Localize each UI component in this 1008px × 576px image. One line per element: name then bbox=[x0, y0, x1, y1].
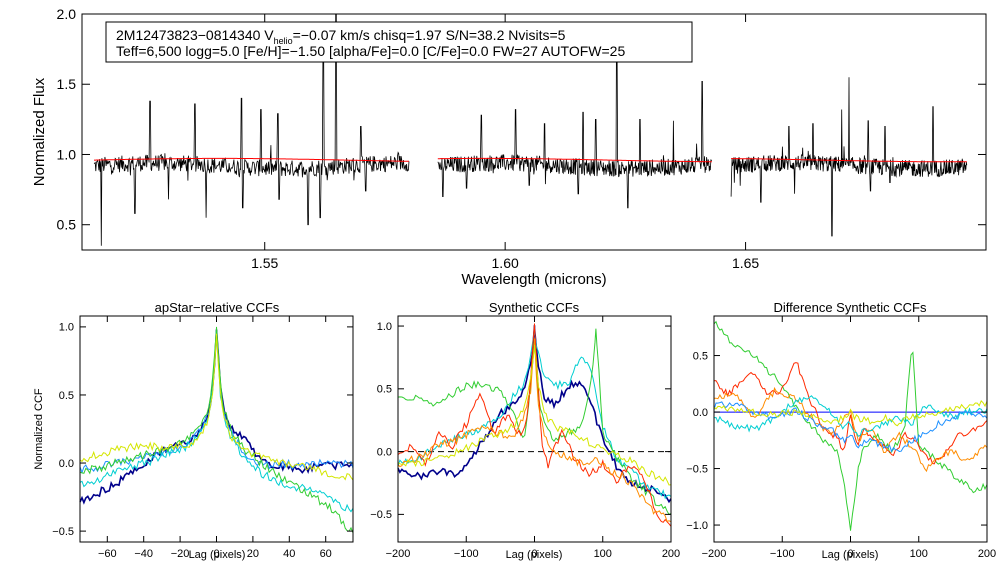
y-tick-label: 0.0 bbox=[693, 407, 708, 419]
x-tick-label: 100 bbox=[910, 548, 928, 560]
apstar-ccf-panel: apStar−relative CCFs −60 −40 −20 0 20 40 60 −0.… bbox=[33, 300, 354, 561]
x-tick-label: −40 bbox=[134, 548, 153, 560]
spectrum-y-axis-label: Normalized Flux bbox=[31, 77, 48, 186]
difference-ccf-ticks: −200 −100 0 100 200 −1.0 −0.5 0.0 0.5 bbox=[686, 316, 996, 560]
spectrum-annotation-box: 2M12473823−0814340 Vhelio=−0.07 km/s chi… bbox=[105, 21, 693, 63]
difference-ccf-panel: Difference Synthetic CCFs −200 −100 0 100 20… bbox=[686, 300, 996, 561]
annotation-line1-end: =−0.07 km/s chisq=1.97 S/N=38.2 Nvisits=… bbox=[293, 27, 566, 43]
ccf-series-diff3 bbox=[713, 386, 988, 473]
synthetic-ccf-x-axis-label: Lag (pixels) bbox=[506, 549, 563, 561]
y-tick-label: −0.5 bbox=[370, 509, 392, 521]
y-tick-label: 0.5 bbox=[377, 384, 392, 396]
difference-ccf-title: Difference Synthetic CCFs bbox=[774, 300, 927, 315]
x-tick-label: 0 bbox=[531, 548, 537, 560]
y-tick-label: 0.5 bbox=[57, 217, 77, 233]
annotation-line1-start: 2M12473823−0814340 V bbox=[116, 27, 274, 43]
synthetic-ccf-panel: Synthetic CCFs −200 −100 0 100 200 −0.5 0.0 0.5… bbox=[370, 300, 680, 561]
x-tick-label: 1.65 bbox=[732, 255, 759, 271]
y-tick-label: −0.5 bbox=[686, 463, 708, 475]
apstar-ccf-plot-area bbox=[79, 326, 354, 534]
apstar-ccf-x-axis-label: Lag (pixels) bbox=[189, 549, 246, 561]
spectrum-ticks: 1.55 1.60 1.65 0.5 1.0 1.5 2.0 bbox=[57, 6, 986, 271]
y-tick-label: 0.0 bbox=[377, 446, 392, 458]
x-tick-label: 1.60 bbox=[492, 255, 519, 271]
y-tick-label: 2.0 bbox=[57, 6, 77, 22]
y-tick-label: 0.0 bbox=[59, 458, 74, 470]
spectrum-model-line bbox=[437, 157, 712, 163]
spectrum-model-line bbox=[731, 158, 967, 163]
y-tick-label: 1.0 bbox=[57, 146, 77, 162]
apstar-ccf-y-axis-label: Normalized CCF bbox=[33, 388, 45, 470]
ccf-series-ccf3 bbox=[79, 328, 354, 513]
x-tick-label: 0 bbox=[847, 548, 853, 560]
x-tick-label: 60 bbox=[320, 548, 332, 560]
synthetic-ccf-title: Synthetic CCFs bbox=[489, 300, 580, 315]
ccf-series-ccf5 bbox=[397, 338, 672, 523]
x-tick-label: 200 bbox=[978, 548, 996, 560]
spectrum-plot-area bbox=[93, 13, 968, 246]
annotation-line2: Teff=6,500 logg=5.0 [Fe/H]=−1.50 [alpha/… bbox=[116, 43, 625, 59]
y-tick-label: 1.5 bbox=[57, 76, 77, 92]
ccf-series-ccf1 bbox=[79, 329, 354, 505]
x-tick-label: −200 bbox=[386, 548, 411, 560]
spectrum-panel: 1.55 1.60 1.65 0.5 1.0 1.5 2.0 2M12473823−0814… bbox=[31, 6, 987, 288]
synthetic-ccf-plot-area bbox=[397, 323, 672, 527]
difference-ccf-x-axis-label: Lag (pixels) bbox=[822, 549, 879, 561]
annotation-vhelio-subscript: helio bbox=[274, 36, 293, 46]
ccf-series-ccf3 bbox=[397, 328, 672, 516]
y-tick-label: −1.0 bbox=[686, 520, 708, 532]
x-tick-label: 1.55 bbox=[251, 255, 278, 271]
annotation-frame bbox=[105, 21, 693, 63]
y-tick-label: 1.0 bbox=[377, 321, 392, 333]
spectrum-axes-frame bbox=[81, 13, 987, 251]
ccf-series-ccf4 bbox=[79, 326, 354, 534]
y-tick-label: 1.0 bbox=[59, 322, 74, 334]
x-tick-label: −60 bbox=[98, 548, 117, 560]
x-tick-label: 100 bbox=[594, 548, 612, 560]
x-tick-label: 40 bbox=[283, 548, 295, 560]
y-tick-label: 0.5 bbox=[693, 350, 708, 362]
apstar-ccf-ticks: −60 −40 −20 0 20 40 60 −0.5 0.0 0.5 1.0 bbox=[52, 316, 353, 560]
x-tick-label: 200 bbox=[662, 548, 680, 560]
x-tick-label: 20 bbox=[247, 548, 259, 560]
y-tick-label: −0.5 bbox=[52, 526, 74, 538]
spectrum-observed-line bbox=[93, 13, 410, 246]
spectrum-observed-line bbox=[730, 77, 968, 237]
y-tick-label: 0.5 bbox=[59, 390, 74, 402]
x-tick-label: −100 bbox=[770, 548, 795, 560]
ccf-series-ccf6 bbox=[397, 344, 672, 486]
x-tick-label: −200 bbox=[702, 548, 727, 560]
annotation-line1: 2M12473823−0814340 Vhelio=−0.07 km/s chi… bbox=[116, 27, 566, 46]
ccf-series-ccf5 bbox=[79, 333, 354, 481]
spectrum-model-line bbox=[94, 157, 409, 162]
spectrum-x-axis-label: Wavelength (microns) bbox=[461, 271, 606, 288]
x-tick-label: −100 bbox=[454, 548, 479, 560]
ccf-series-diff1 bbox=[713, 320, 988, 531]
ccf-series-ccf2 bbox=[79, 330, 354, 475]
x-tick-label: 0 bbox=[213, 548, 219, 560]
difference-ccf-plot-area bbox=[713, 320, 988, 531]
ccf-series-diff6 bbox=[713, 400, 988, 427]
apstar-ccf-title: apStar−relative CCFs bbox=[155, 300, 280, 315]
ccf-series-diff4 bbox=[713, 395, 988, 437]
ccf-series-ccf4 bbox=[397, 323, 672, 527]
x-tick-label: −20 bbox=[171, 548, 190, 560]
apstar-ccf-axes-frame bbox=[79, 315, 354, 543]
synthetic-ccf-ticks: −200 −100 0 100 200 −0.5 0.0 0.5 1.0 bbox=[370, 316, 680, 560]
